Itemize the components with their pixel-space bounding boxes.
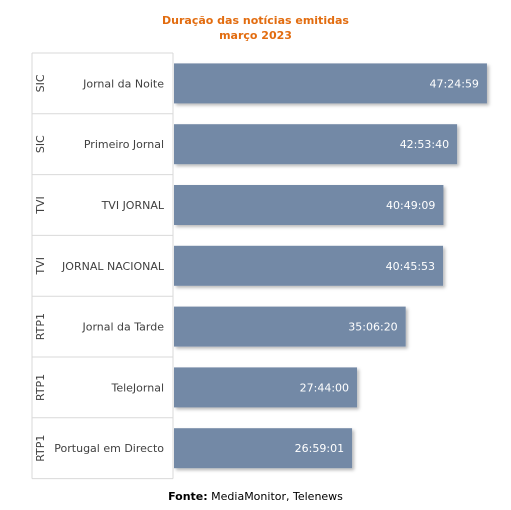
source-note: Fonte: MediaMonitor, Telenews — [0, 490, 511, 503]
source-label: Fonte: — [168, 490, 208, 503]
group-label: TVI — [34, 196, 47, 215]
value-label: 40:49:09 — [386, 199, 435, 212]
category-label: Primeiro Jornal — [84, 138, 164, 151]
bar-5 — [174, 306, 406, 347]
bar-7 — [174, 428, 353, 469]
bar-2 — [174, 124, 458, 165]
bar-chart: 47:24:59 Jornal da Noite SIC 42:53:40 Primei… — [31, 52, 487, 480]
value-label: 26:59:01 — [295, 442, 344, 455]
category-label: TeleJornal — [110, 381, 164, 394]
value-label: 47:24:59 — [430, 77, 479, 90]
category-label: Jornal da Noite — [82, 77, 164, 90]
group-label: RTP1 — [34, 435, 47, 462]
value-label: 40:45:53 — [386, 260, 435, 273]
bar-3 — [174, 185, 444, 225]
bar-6 — [174, 367, 358, 408]
value-label: 27:44:00 — [300, 381, 349, 394]
category-label: JORNAL NACIONAL — [61, 260, 165, 273]
bar-4 — [174, 245, 444, 286]
category-label: Portugal em Directo — [54, 442, 164, 455]
bars — [174, 63, 487, 469]
labels: 47:24:59 Jornal da Noite SIC 42:53:40 Primei… — [34, 74, 479, 462]
group-label: RTP1 — [34, 313, 47, 340]
category-label: Jornal da Tarde — [81, 321, 164, 334]
chart-subtitle: março 2023 — [219, 29, 292, 42]
category-label: TVI JORNAL — [101, 199, 165, 212]
chart-title: Duração das notícias emitidas — [162, 14, 349, 27]
group-label: RTP1 — [34, 374, 47, 401]
row-grid — [31, 52, 174, 480]
group-label: SIC — [34, 74, 47, 92]
group-label: SIC — [34, 135, 47, 153]
bar-1 — [174, 63, 487, 104]
group-label: TVI — [34, 257, 47, 276]
value-label: 42:53:40 — [400, 138, 449, 151]
value-label: 35:06:20 — [348, 321, 397, 334]
source-text: MediaMonitor, Telenews — [207, 490, 343, 503]
